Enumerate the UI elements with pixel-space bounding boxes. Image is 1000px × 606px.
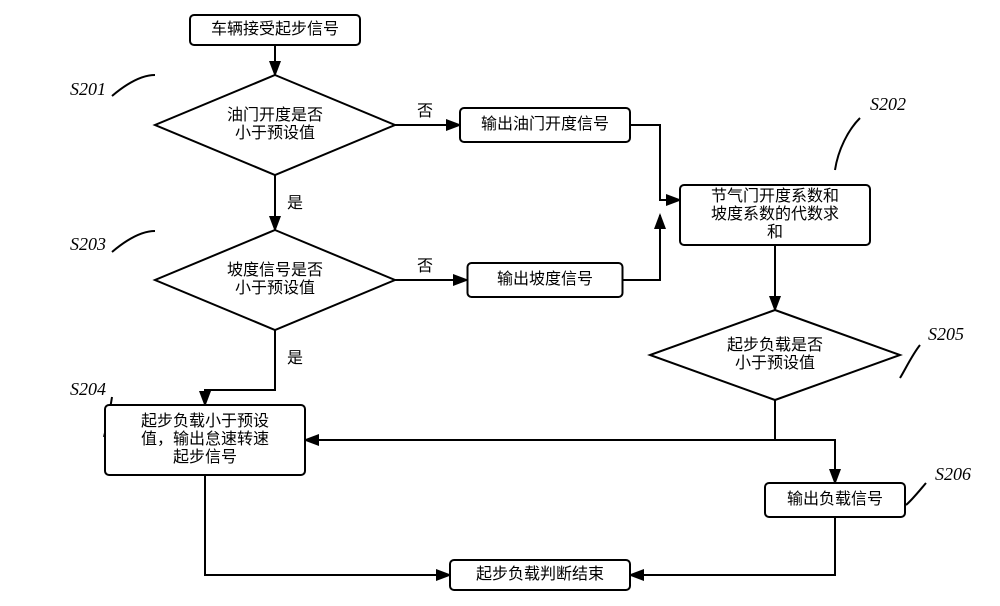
label-s203: S203 [70, 234, 106, 254]
node-text-box_idle-1: 值，输出怠速转速 [141, 430, 269, 448]
label-s206: S206 [935, 464, 971, 484]
label-s205: S205 [928, 324, 964, 344]
nodes: 车辆接受起步信号油门开度是否小于预设值输出油门开度信号坡度信号是否小于预设值输出… [105, 15, 905, 590]
node-d3: 起步负载是否小于预设值 [650, 310, 900, 400]
node-text-d1-1: 小于预设值 [235, 124, 315, 142]
edge-load-end [630, 517, 835, 575]
curve-s206 [906, 483, 926, 505]
node-text-box_output_throttle-0: 输出油门开度信号 [481, 115, 609, 133]
node-end: 起步负载判断结束 [450, 560, 630, 590]
edge-idle-end [205, 475, 450, 575]
label-s201: S201 [70, 79, 106, 99]
edge-d3-idle [305, 400, 775, 440]
curve-s201 [112, 75, 155, 96]
label-s202: S202 [870, 94, 906, 114]
node-text-box_idle-0: 起步负载小于预设 [141, 412, 269, 430]
node-text-box_sum-2: 和 [767, 223, 783, 241]
node-box_output_load: 输出负载信号 [765, 483, 905, 517]
node-box_sum: 节气门开度系数和坡度系数的代数求和 [680, 185, 870, 245]
node-box_output_throttle: 输出油门开度信号 [460, 108, 630, 142]
edge-slope-join [622, 215, 660, 280]
label-d2-yes: 是 [287, 350, 303, 367]
node-text-box_sum-0: 节气门开度系数和 [711, 187, 839, 205]
curve-s203 [112, 231, 155, 252]
node-text-d2-1: 小于预设值 [235, 279, 315, 297]
node-text-end-0: 起步负载判断结束 [476, 565, 604, 583]
label-s204: S204 [70, 379, 106, 399]
node-start: 车辆接受起步信号 [190, 15, 360, 45]
node-text-d3-0: 起步负载是否 [727, 336, 823, 354]
edge-d3-load [775, 440, 835, 483]
node-text-d2-0: 坡度信号是否 [227, 261, 323, 279]
node-text-start-0: 车辆接受起步信号 [211, 20, 339, 38]
curve-s202 [835, 118, 860, 170]
label-d1-no: 否 [417, 103, 433, 120]
node-d2: 坡度信号是否小于预设值 [155, 230, 395, 330]
label-d2-no: 否 [417, 258, 433, 275]
edge-d2-idle [205, 330, 275, 405]
node-box_output_slope: 输出坡度信号 [468, 263, 623, 297]
label-d1-yes: 是 [287, 195, 303, 212]
node-text-d3-1: 小于预设值 [735, 354, 815, 372]
edge-throttle-sum [630, 125, 680, 200]
node-text-box_sum-1: 坡度系数的代数求 [711, 205, 839, 223]
node-text-box_idle-2: 起步信号 [173, 448, 237, 466]
node-box_idle: 起步负载小于预设值，输出怠速转速起步信号 [105, 405, 305, 475]
node-text-d1-0: 油门开度是否 [227, 106, 323, 124]
node-text-box_output_load-0: 输出负载信号 [787, 490, 883, 508]
node-d1: 油门开度是否小于预设值 [155, 75, 395, 175]
curve-s205 [900, 345, 920, 378]
node-text-box_output_slope-0: 输出坡度信号 [497, 270, 593, 288]
